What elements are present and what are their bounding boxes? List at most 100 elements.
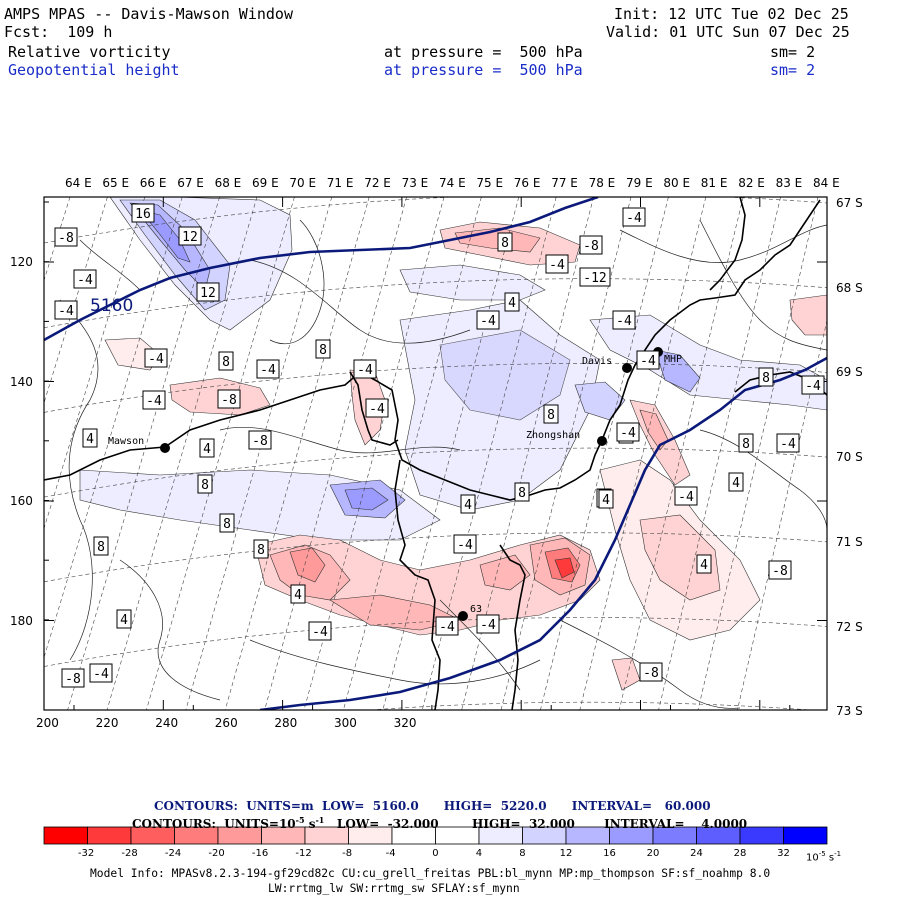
contour-label-box: -4 [674,486,698,506]
contour-label-box: -4 [89,663,113,683]
contour-label-text: -4 [439,620,455,635]
forecast-hour: Fcst: 109 h [4,23,113,41]
contour-label-text: -4 [780,437,796,452]
contour-label-box: -4 [54,300,78,320]
top-lon-label: 84 E [813,176,840,190]
contour-label-box: -12 [579,267,611,287]
contour-label-text: 4 [700,558,708,573]
contour-label-box: 8 [219,513,235,533]
contour-label-text: 8 [319,343,327,358]
contour-label-text: 4 [203,442,211,457]
contour-label-text: 8 [257,543,265,558]
place-63: 63 [470,604,483,615]
contour-label-text: 4 [120,613,128,628]
top-lon-label: 71 E [326,176,354,190]
contour-label-text: -8 [221,393,237,408]
contour-label-text: 16 [135,207,151,222]
right-lat-label: 68 S [836,280,863,295]
colorbar-swatch [783,826,828,845]
top-lon-label: 76 E [513,176,541,190]
vorticity-contours [59,219,827,709]
contour-label-box: 8 [315,339,331,359]
contour-label-text: -4 [77,273,93,288]
contour-label-text: -4 [616,314,632,329]
meridian [618,197,744,710]
left-y-label: 140 [10,374,33,389]
top-lon-label: 67 E [177,176,204,190]
contour-label-text: -8 [583,239,599,254]
colorbar-tick: -28 [121,848,138,859]
contour-label-text: -4 [146,394,162,409]
contour-label-text: -4 [549,258,565,273]
contour-label-text: -4 [148,352,164,367]
contour-label-box: 4 [82,428,98,448]
right-lat-label: 71 S [836,534,863,549]
contour-label-text: -8 [58,231,74,246]
contour-label-box: -4 [776,433,800,453]
left-y-label: 120 [10,255,33,269]
top-lon-label: 68 E [214,176,242,190]
contour-label-box: 4 [696,554,712,574]
top-lon-label: 77 E [551,176,578,190]
contour-label-text: -4 [260,363,276,378]
contour-label-box: -4 [142,390,166,410]
contour-labels: 16 12 12 -8 -4 -4 -4 8 -4 8 -4 -8 -4 -8 4 4 -4 8 8 8 4 -8 -4 -4… [54,203,825,688]
contour-label-text: 8 [201,478,209,493]
meridian [44,197,146,530]
contour-label-box: 8 [253,539,269,559]
contour-label-box: 8 [514,482,530,502]
bottom-x-label: 260 [214,716,238,730]
colorbar-tick: -12 [295,848,312,859]
right-lat-label: 69 S [836,365,863,380]
contour-label-box: -4 [476,310,500,330]
parallel [44,197,827,244]
contour-label-text: -4 [480,314,496,329]
contour-label-box: 4 [290,584,306,604]
contour-label-box: -4 [476,614,500,634]
contour-label-text: 8 [501,236,509,251]
bottom-x-label: 320 [393,716,417,730]
left-y-label: 160 [10,494,33,508]
right-lat-label: 67 S [836,196,863,210]
contour-label-box: 4 [116,609,132,629]
colorbar-tick: 0 [432,848,439,859]
valid-time: Valid: 01 UTC Sun 07 Dec 25 [606,23,850,41]
contour-label-text: -4 [626,211,642,226]
contour-label-box: 8 [543,404,559,424]
top-lon-label: 74 E [439,176,466,190]
contours-vorticity-info: CONTOURS: UNITS=10-5 s-1 LOW= -32.000 HI… [132,815,748,831]
top-lon-label: 64 E [65,176,92,190]
colorbar-tick: -16 [251,848,269,859]
contour-label-box: -4 [801,375,825,395]
model-info: Model Info: MPASv8.2.3-194-gf29cd82c CU:… [90,867,771,880]
meridian [106,197,258,710]
top-lon-label: 79 E [626,176,653,190]
colorbar-tick: -8 [342,848,353,859]
colorbar-tick: -24 [164,848,182,859]
contour-label-box: 4 [728,472,744,492]
contour-label-box: -4 [365,398,389,418]
contour-label-text: 12 [182,230,198,245]
contour-label-box: 4 [598,489,614,509]
contour-label-text: 4 [86,432,94,447]
colorbar-tick: 8 [519,848,526,859]
parallel [44,532,827,583]
contour-label-text: -4 [369,402,385,417]
colorbar-tick: -4 [385,848,396,859]
top-lon-label: 81 E [700,176,728,190]
colorbar-tick: -32 [77,848,95,859]
bottom-x-label: 200 [36,716,59,730]
contour-label-box: -4 [256,359,280,379]
contour-label-box: 8 [93,536,109,556]
station-markers [160,347,663,621]
contour-label-box: -8 [217,389,241,409]
meridian [0,197,33,710]
meridian [44,197,183,659]
field1-level: at pressure = 500 hPa [384,43,583,61]
top-lon-label: 80 E [663,176,691,190]
init-time: Init: 12 UTC Tue 02 Dec 25 [614,5,849,23]
bottom-x-label: 300 [334,716,357,730]
contour-label-box: -4 [453,534,477,554]
colorbar-tick: 28 [733,848,747,859]
place-mawson: Mawson [108,436,145,447]
